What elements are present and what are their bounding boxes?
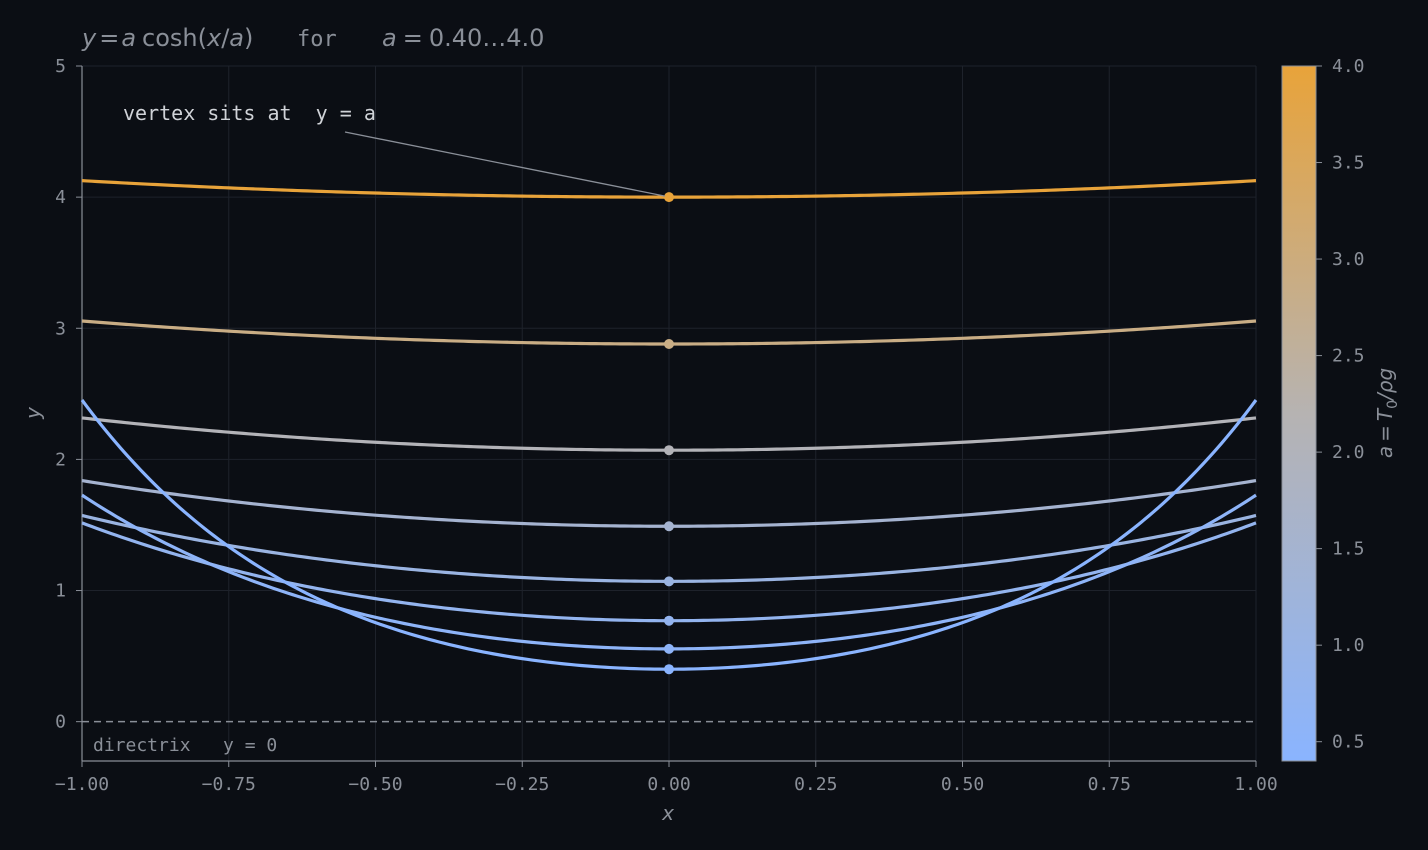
x-tick-label: 0.50 <box>941 774 984 795</box>
chart-title: y =a cosh(x/a) <box>81 24 253 52</box>
vertex-marker <box>664 192 674 203</box>
vertex-marker <box>664 643 674 654</box>
tick-labels: −1.00 −0.75 −0.50 −0.25 0.00 0.25 0.50 0.75 1.00… <box>55 56 1278 795</box>
chart-title-for: for <box>297 27 337 52</box>
y-tick-label: 1 <box>55 581 66 602</box>
colorbar-tick-label: 3.0 <box>1332 249 1365 270</box>
x-tick-label: −1.00 <box>55 774 109 795</box>
x-tick-label: 0.75 <box>1088 774 1131 795</box>
x-tick-label: 0.25 <box>794 774 837 795</box>
colorbar-tick-label: 2.0 <box>1332 442 1365 463</box>
vertex-annotation-arrow <box>344 131 666 197</box>
grid-lines <box>81 65 1257 761</box>
colorbar-ticks: 0.5 1.0 1.5 2.0 2.5 3.0 3.5 4.0 <box>1316 56 1365 753</box>
x-tick-label: −0.25 <box>495 774 549 795</box>
chart-title-range: a = 0.40…4.0 <box>382 24 544 52</box>
colorbar-tick-label: 4.0 <box>1332 56 1365 77</box>
vertex-points <box>664 192 674 675</box>
colorbar-label: a=T0/ρg <box>1373 368 1401 458</box>
colorbar-tick-label: 1.0 <box>1332 635 1365 656</box>
x-tick-label: −0.50 <box>348 774 402 795</box>
x-axis-label: x <box>661 801 674 825</box>
colorbar-tick-label: 0.5 <box>1332 732 1365 753</box>
colorbar-tick-label: 3.5 <box>1332 153 1365 174</box>
y-tick-label: 5 <box>55 56 66 77</box>
colorbar <box>1281 65 1317 762</box>
directrix-label: directrix y = 0 <box>93 735 277 756</box>
vertex-marker <box>664 445 674 456</box>
vertex-marker <box>664 521 674 532</box>
y-axis-label: y <box>21 406 45 420</box>
vertex-marker <box>664 664 674 675</box>
y-tick-label: 2 <box>55 449 66 470</box>
axes <box>76 65 1257 767</box>
vertex-marker <box>664 615 674 626</box>
y-tick-label: 0 <box>55 712 66 733</box>
vertex-annotation-text: vertex sits at y = a <box>123 101 376 125</box>
vertex-marker <box>664 339 674 349</box>
annotations: vertex sits at y = a directrix y = 0 <box>93 101 666 756</box>
y-tick-label: 4 <box>55 187 66 208</box>
y-tick-label: 3 <box>55 318 66 339</box>
colorbar-tick-label: 2.5 <box>1332 346 1365 367</box>
x-tick-label: −0.75 <box>202 774 256 795</box>
vertex-marker <box>664 576 674 587</box>
x-tick-label: 1.00 <box>1234 774 1277 795</box>
x-tick-label: 0.00 <box>647 774 690 795</box>
colorbar-tick-label: 1.5 <box>1332 539 1365 560</box>
